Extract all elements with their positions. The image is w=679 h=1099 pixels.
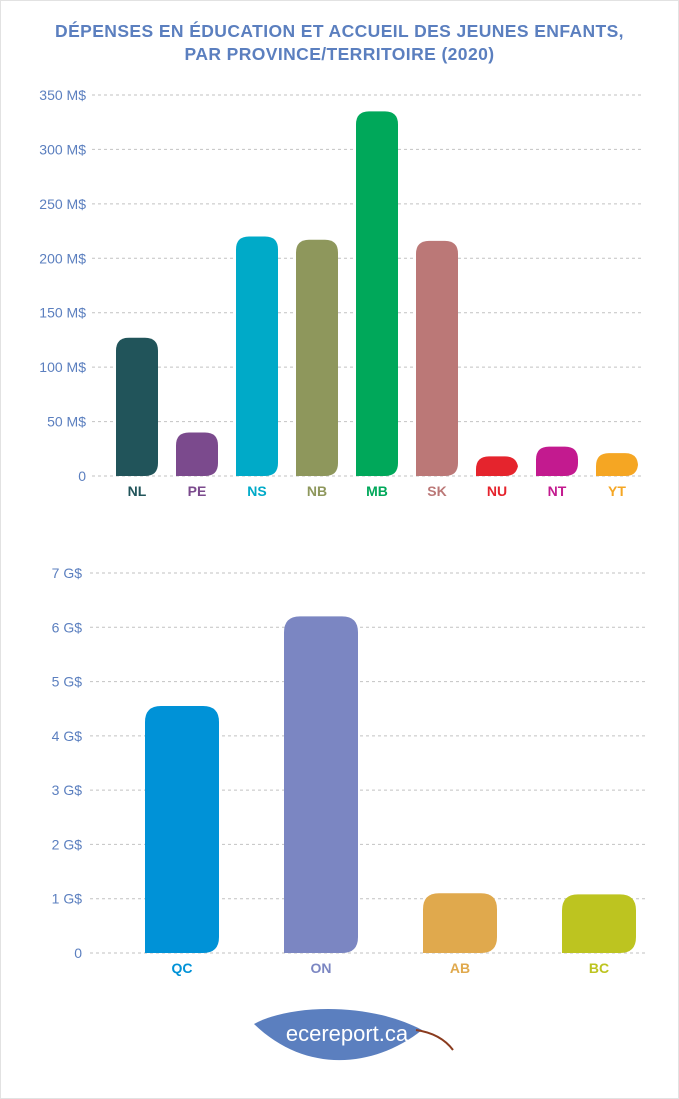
x-tick-label: NS bbox=[247, 483, 266, 499]
y-tick-label: 7 G$ bbox=[52, 565, 83, 581]
bar-nt bbox=[536, 446, 578, 476]
y-tick-label: 0 bbox=[74, 945, 82, 961]
y-tick-label: 2 G$ bbox=[52, 836, 83, 852]
leaf-stem bbox=[415, 1029, 454, 1051]
y-tick-label: 200 M$ bbox=[39, 250, 86, 266]
bar-pe bbox=[176, 432, 218, 476]
leaf-shape bbox=[254, 1008, 422, 1061]
bar-bc bbox=[562, 894, 636, 953]
y-tick-label: 4 G$ bbox=[52, 728, 83, 744]
title-line-2: PAR PROVINCE/TERRITOIRE (2020) bbox=[184, 44, 495, 64]
x-tick-label: NU bbox=[487, 483, 507, 499]
x-tick-label: AB bbox=[450, 960, 470, 976]
x-tick-label: NB bbox=[307, 483, 327, 499]
bar-nl bbox=[116, 337, 158, 476]
bar-mb bbox=[356, 111, 398, 477]
y-tick-label: 250 M$ bbox=[39, 196, 86, 212]
y-tick-label: 5 G$ bbox=[52, 674, 83, 690]
x-tick-label: NL bbox=[128, 483, 147, 499]
bar-on bbox=[284, 616, 358, 953]
y-tick-label: 1 G$ bbox=[52, 891, 83, 907]
x-tick-label: BC bbox=[589, 960, 609, 976]
x-tick-label: NT bbox=[548, 483, 567, 499]
y-tick-label: 6 G$ bbox=[52, 619, 83, 635]
leaf-logo-icon bbox=[254, 1008, 454, 1061]
bar-sk bbox=[416, 240, 458, 476]
bar-nu bbox=[476, 456, 518, 476]
chart-title: DÉPENSES EN ÉDUCATION ET ACCUEIL DES JEU… bbox=[0, 20, 679, 66]
x-tick-label: MB bbox=[366, 483, 388, 499]
x-tick-label: PE bbox=[188, 483, 207, 499]
bar-ab bbox=[423, 893, 497, 953]
y-tick-label: 300 M$ bbox=[39, 141, 86, 157]
y-tick-label: 350 M$ bbox=[39, 87, 86, 103]
x-tick-label: YT bbox=[608, 483, 626, 499]
title-line-1: DÉPENSES EN ÉDUCATION ET ACCUEIL DES JEU… bbox=[55, 21, 624, 41]
y-tick-label: 100 M$ bbox=[39, 359, 86, 375]
y-tick-label: 150 M$ bbox=[39, 305, 86, 321]
provinces-small-bar-chart: 0 50 M$ 100 M$ 150 M$ 200 M$ 250 M$ 300 M$ 350 … bbox=[39, 87, 641, 499]
provinces-large-bar-chart: 0 1 G$ 2 G$ 3 G$ 4 G$ 5 G$ 6 G$ 7 G$ QC ON AB BC bbox=[52, 565, 645, 976]
bar-ns bbox=[236, 236, 278, 476]
x-tick-label: QC bbox=[172, 960, 193, 976]
x-tick-label: ON bbox=[311, 960, 332, 976]
bar-qc bbox=[145, 706, 219, 953]
y-tick-label: 0 bbox=[78, 468, 86, 484]
bar-nb bbox=[296, 239, 338, 476]
y-tick-label: 50 M$ bbox=[47, 414, 86, 430]
x-tick-label: SK bbox=[427, 483, 446, 499]
y-tick-label: 3 G$ bbox=[52, 782, 83, 798]
bar-yt bbox=[596, 453, 638, 476]
logo-text: ecereport.ca bbox=[285, 1021, 409, 1046]
